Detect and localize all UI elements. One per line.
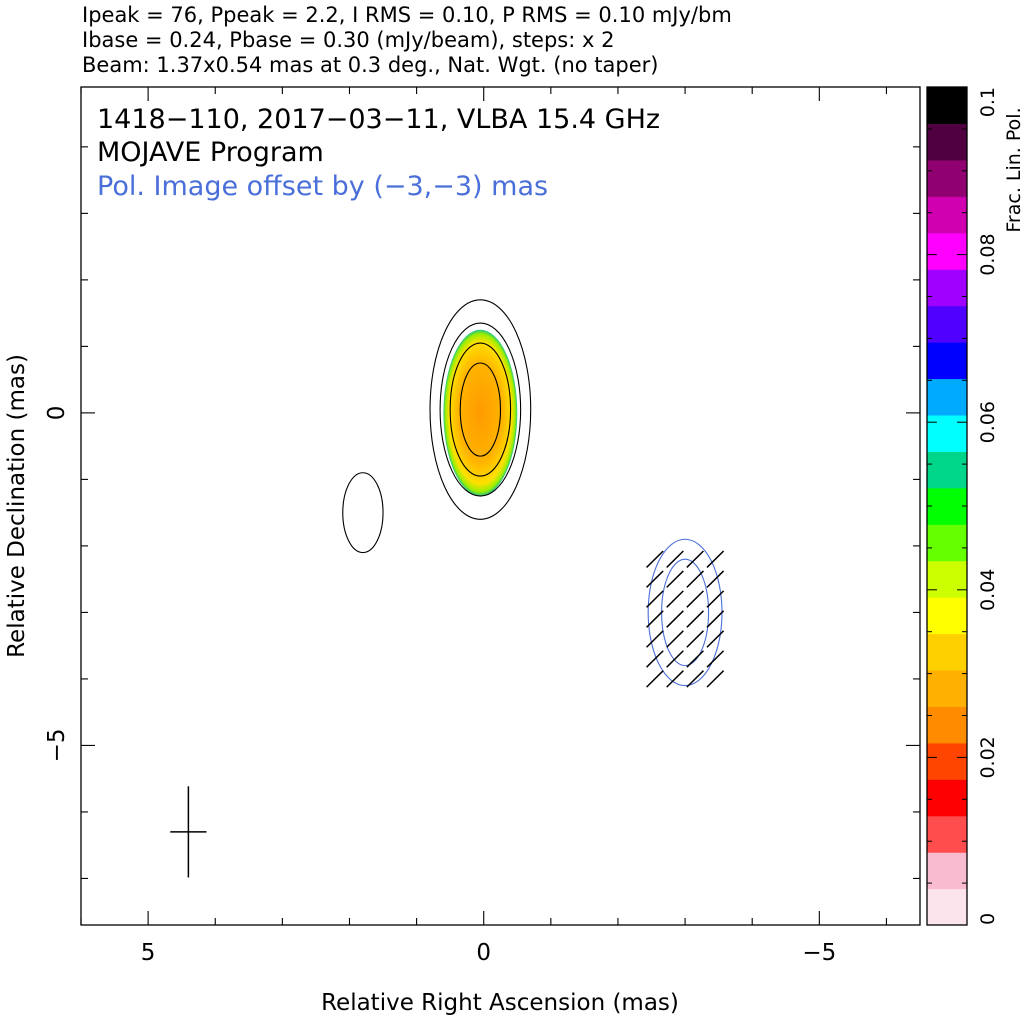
evpa-vector <box>666 670 684 688</box>
i-contour-0-1 <box>449 342 512 477</box>
evpa-vector <box>646 570 664 588</box>
colorbar-swatch <box>927 159 967 197</box>
evpa-vector <box>646 610 664 628</box>
colorbar-tick-label: 0.02 <box>977 736 999 778</box>
polarization-color-image <box>443 329 518 497</box>
evpa-vector <box>646 630 664 648</box>
colorbar-swatch <box>927 597 967 635</box>
evpa-vector <box>686 550 704 568</box>
y-axis-label: Relative Declination (mas) <box>4 354 30 658</box>
colorbar-label: Frac. Lin. Pol. <box>1003 107 1025 232</box>
colorbar-swatch <box>927 560 967 598</box>
colorbar <box>927 87 967 926</box>
evpa-vector <box>706 590 725 608</box>
colorbar-swatch <box>927 742 967 780</box>
pol-core-patch <box>443 329 518 497</box>
colorbar-swatch <box>927 669 967 707</box>
evpa-vector <box>686 650 704 668</box>
evpa-vector <box>686 610 704 628</box>
colorbar-swatch <box>927 888 967 926</box>
colorbar-swatch <box>927 451 967 489</box>
evpa-vector <box>706 610 725 628</box>
colorbar-swatch <box>927 815 967 853</box>
evpa-vector <box>686 570 704 588</box>
colorbar-swatch <box>927 123 967 161</box>
stokes-i-contours <box>342 299 532 554</box>
evpa-vector <box>666 650 684 668</box>
evpa-vector <box>686 590 704 608</box>
evpa-vector <box>666 550 684 568</box>
colorbar-tick-label: 0.08 <box>977 233 999 275</box>
i-contour-0-2 <box>439 322 522 497</box>
colorbar-tick-label: 0.06 <box>977 401 999 443</box>
evpa-vector <box>706 570 725 588</box>
colorbar-ticks: 0 0.02 0.04 0.06 0.08 0.1 <box>927 86 999 926</box>
colorbar-swatch <box>927 378 967 416</box>
x-tick-label: 5 <box>141 940 156 966</box>
x-tick-label: −5 <box>802 940 836 966</box>
pol-offset-note: Pol. Image offset by (−3,−3) mas <box>97 171 548 202</box>
colorbar-swatch <box>927 342 967 380</box>
evpa-vector <box>706 670 725 688</box>
axis-ticks: 5 0 −5 0 −5 <box>44 87 920 966</box>
x-axis-label: Relative Right Ascension (mas) <box>321 990 679 1016</box>
header-line-2: Ibase = 0.24, Pbase = 0.30 (mJy/beam), s… <box>82 28 614 52</box>
colorbar-swatch <box>927 779 967 817</box>
colorbar-tick-label: 0.04 <box>977 569 999 611</box>
plot-frame <box>80 86 921 926</box>
colorbar-swatch <box>927 232 967 270</box>
header-line-3: Beam: 1.37x0.54 mas at 0.3 deg., Nat. Wg… <box>82 53 658 77</box>
colorbar-swatch <box>927 524 967 562</box>
evpa-vector <box>706 650 725 668</box>
evpa-vectors <box>646 550 725 688</box>
evpa-vector <box>646 670 664 688</box>
header-line-1: Ipeak = 76, Ppeak = 2.2, I RMS = 0.10, P… <box>82 3 732 27</box>
evpa-vector <box>646 590 664 608</box>
colorbar-swatch <box>927 87 967 125</box>
evpa-vector <box>646 550 664 568</box>
colorbar-swatch <box>927 633 967 671</box>
colorbar-swatch <box>927 852 967 890</box>
beam-marker <box>170 786 207 878</box>
evpa-vector <box>666 630 684 648</box>
x-tick-label: 0 <box>476 940 491 966</box>
evpa-vector <box>706 630 725 648</box>
evpa-vector <box>646 650 664 668</box>
i-contour-1-0 <box>342 472 384 554</box>
evpa-vector <box>706 550 725 568</box>
evpa-vector <box>666 570 684 588</box>
evpa-vector <box>686 630 704 648</box>
i-contour-0-0 <box>459 362 502 457</box>
colorbar-swatch <box>927 196 967 234</box>
evpa-vector <box>666 590 684 608</box>
colorbar-swatch <box>927 487 967 525</box>
colorbar-tick-label: 0 <box>977 913 999 925</box>
y-tick-label: 0 <box>44 406 70 421</box>
colorbar-swatch <box>927 269 967 307</box>
chart-title-line-1: 1418−110, 2017−03−11, VLBA 15.4 GHz <box>97 104 660 135</box>
plot-area <box>170 299 725 878</box>
i-contour-0-3 <box>429 299 532 520</box>
evpa-vector <box>686 670 704 688</box>
y-tick-label: −5 <box>44 728 70 762</box>
evpa-vector <box>666 610 684 628</box>
colorbar-swatch <box>927 414 967 452</box>
colorbar-swatch <box>927 305 967 343</box>
colorbar-tick-label: 0.1 <box>977 87 999 117</box>
chart-title-line-2: MOJAVE Program <box>97 137 324 168</box>
colorbar-swatch <box>927 706 967 744</box>
